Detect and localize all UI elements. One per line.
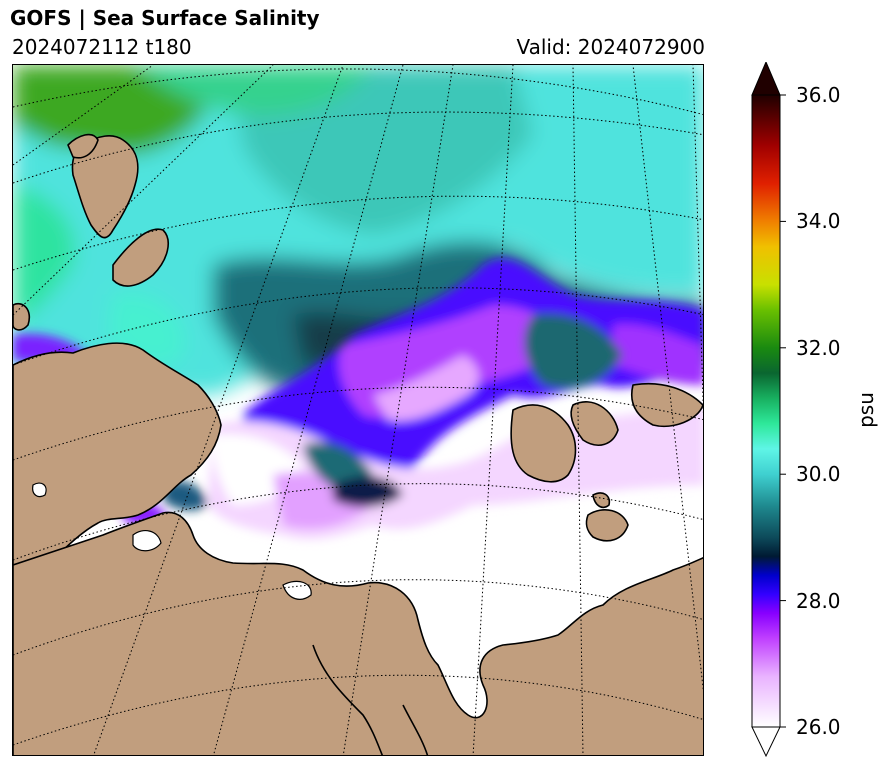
- land-small-island: [592, 492, 611, 509]
- land-severnaya-zemlya-east: [570, 401, 619, 446]
- land-svalbard: [71, 135, 139, 239]
- land-russia-mainland: [13, 511, 703, 755]
- land-areas: [13, 133, 703, 755]
- land-island-far-east: [631, 382, 703, 427]
- colorbar-tick-label: 36.0: [796, 83, 841, 107]
- chart-title: GOFS | Sea Surface Salinity: [10, 6, 320, 30]
- colorbar-unit-label: psu: [854, 392, 878, 428]
- colorbar-body: [751, 94, 781, 728]
- colorbar-extend-max: [751, 62, 781, 96]
- salinity-map[interactable]: [12, 64, 704, 756]
- colorbar-tick-label: 26.0: [796, 715, 841, 739]
- graticule: [13, 65, 703, 755]
- land-novaya-zemlya: [13, 303, 31, 331]
- land-scandinavia: [13, 342, 222, 591]
- colorbar-tick-label: 34.0: [796, 209, 841, 234]
- land-severnaya-zemlya: [510, 404, 577, 483]
- colorbar-tick-label: 28.0: [796, 588, 841, 613]
- valid-time-label: Valid: 2024072900: [516, 35, 705, 59]
- colorbar-extend-min: [751, 726, 781, 758]
- colorbar-tick-label: 30.0: [796, 462, 841, 487]
- rivers: [312, 644, 429, 755]
- map-canvas: [13, 65, 703, 755]
- model-run-label: 2024072112 t180: [12, 35, 192, 59]
- land-novosibirsk: [585, 509, 629, 542]
- colorbar-ticks: [780, 94, 786, 728]
- colorbar-tick-label: 32.0: [796, 335, 841, 360]
- land-svalbard-north: [67, 133, 99, 159]
- land-svalbard-east: [112, 228, 169, 287]
- lakes: [32, 482, 312, 600]
- colorbar: [751, 62, 786, 758]
